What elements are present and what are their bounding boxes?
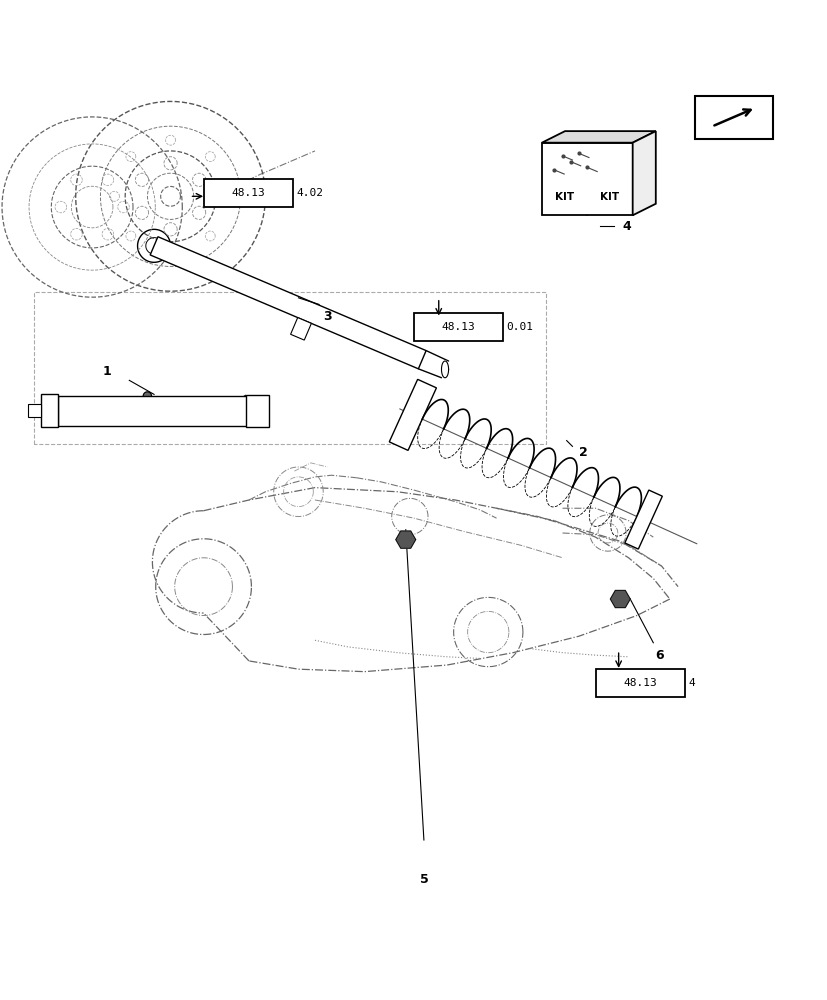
- Bar: [57, 396, 257, 426]
- Text: 0.01: 0.01: [506, 322, 533, 332]
- Bar: [246, 395, 269, 427]
- Polygon shape: [632, 131, 655, 215]
- Text: 48.13: 48.13: [231, 188, 265, 198]
- Text: 48.13: 48.13: [623, 678, 656, 688]
- Text: 4: 4: [621, 220, 630, 233]
- Polygon shape: [609, 590, 629, 608]
- Text: 1: 1: [103, 365, 112, 378]
- Bar: [41, 394, 57, 427]
- Bar: [694, 96, 772, 139]
- Text: KIT: KIT: [554, 192, 573, 202]
- Text: 5: 5: [419, 873, 428, 886]
- Polygon shape: [389, 379, 436, 450]
- Polygon shape: [137, 229, 170, 262]
- Text: KIT: KIT: [600, 192, 619, 202]
- Polygon shape: [541, 131, 655, 143]
- Polygon shape: [395, 531, 415, 548]
- Polygon shape: [150, 237, 426, 369]
- Bar: [595, 669, 684, 697]
- Polygon shape: [290, 318, 311, 340]
- Text: 48.13: 48.13: [441, 322, 475, 332]
- Polygon shape: [143, 392, 151, 400]
- Polygon shape: [441, 361, 448, 378]
- Bar: [414, 313, 503, 341]
- Text: 2: 2: [578, 446, 587, 459]
- Bar: [28, 404, 41, 417]
- Bar: [541, 143, 632, 215]
- Text: 3: 3: [323, 310, 332, 323]
- Text: 4: 4: [687, 678, 694, 688]
- Text: 4.02: 4.02: [295, 188, 323, 198]
- Bar: [203, 179, 292, 207]
- Polygon shape: [624, 490, 662, 549]
- Text: 6: 6: [654, 649, 662, 662]
